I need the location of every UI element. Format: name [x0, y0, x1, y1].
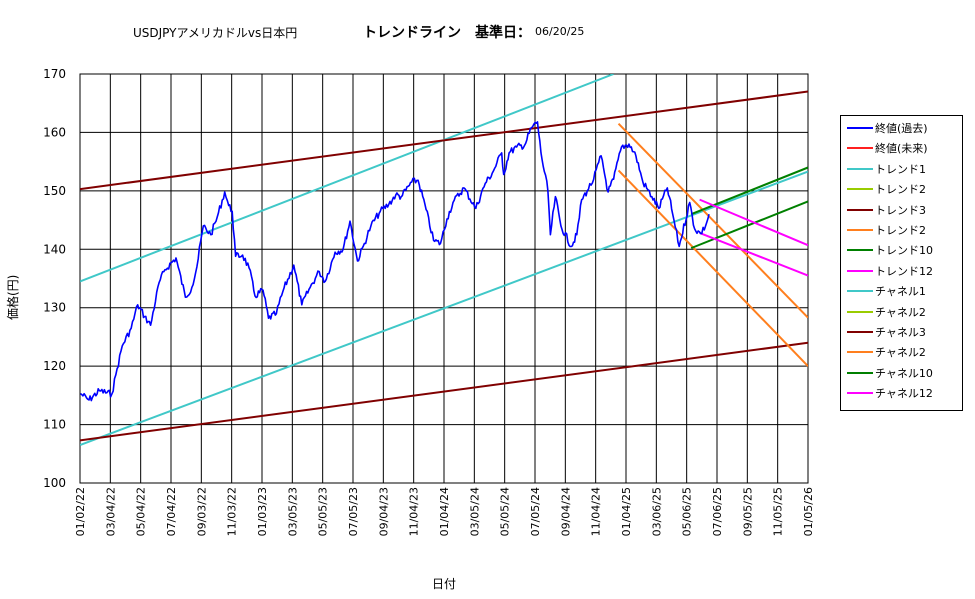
legend-label: チャネル2 [875, 305, 926, 319]
y-tick-label: 170 [43, 67, 66, 81]
trend-line [699, 231, 808, 277]
trend-line [690, 166, 808, 216]
legend-swatch [847, 331, 873, 333]
x-tick-label: 05/05/24 [499, 487, 512, 536]
legend-label: チャネル2 [875, 346, 926, 360]
legend-swatch [847, 188, 873, 191]
legend-swatch [847, 127, 873, 129]
price-line [80, 121, 710, 402]
x-tick-label: 01/05/26 [802, 487, 815, 536]
legend-swatch [847, 290, 873, 293]
legend-label: トレンド2 [875, 183, 926, 197]
legend-swatch [847, 167, 873, 170]
x-tick-label: 09/03/22 [195, 487, 208, 536]
y-tick-label: 130 [43, 301, 66, 315]
y-tick-label: 100 [43, 476, 66, 490]
legend-label: トレンド1 [875, 162, 926, 176]
legend-item: チャネル12 [847, 385, 963, 402]
chart-title-date: 06/20/25 [535, 25, 585, 38]
x-tick-label: 07/05/24 [529, 487, 542, 536]
x-tick-label: 05/04/22 [135, 487, 148, 536]
legend-swatch [847, 229, 873, 231]
x-tick-label: 07/06/25 [711, 487, 724, 536]
legend-swatch [847, 249, 873, 252]
chart-title-main: トレンドライン 基準日： [363, 25, 531, 41]
x-tick-label: 05/06/25 [681, 487, 694, 536]
x-axis-label: 日付 [432, 577, 457, 591]
legend-item: チャネル1 [847, 283, 963, 300]
legend-label: 終値(未来) [875, 142, 928, 156]
legend-swatch [847, 147, 873, 150]
x-tick-label: 09/05/25 [741, 487, 754, 536]
legend-label: チャネル3 [875, 326, 926, 339]
x-tick-label: 01/03/23 [256, 487, 269, 536]
trend-line [80, 74, 614, 283]
trend-line [617, 169, 808, 367]
legend-item: チャネル10 [847, 365, 963, 382]
legend-label: 終値(過去) [875, 122, 928, 135]
y-tick-label: 110 [43, 418, 66, 432]
x-tick-label: 07/04/22 [165, 487, 178, 536]
y-tick-label: 140 [43, 242, 66, 256]
plot-border [79, 73, 809, 484]
trend-line [690, 200, 808, 250]
chart-title-pair: USDJPYアメリカドルvs日本円 [133, 26, 298, 40]
trend-line [80, 341, 808, 442]
legend-swatch [847, 392, 873, 395]
y-tick-label: 160 [43, 125, 66, 139]
legend-label: チャネル12 [875, 387, 933, 401]
legend-item: チャネル2 [847, 344, 963, 361]
x-tick-label: 11/04/23 [408, 487, 421, 536]
legend-item: 終値(未来) [847, 140, 963, 157]
x-tick-label: 11/04/24 [590, 487, 603, 536]
legend-item: トレンド2 [847, 222, 963, 239]
legend-label: チャネル1 [875, 285, 926, 299]
legend-swatch [847, 351, 873, 354]
legend-swatch [847, 208, 873, 211]
legend-item: トレンド3 [847, 202, 963, 219]
x-tick-label: 05/05/23 [317, 487, 330, 536]
legend-item: チャネル2 [847, 304, 963, 321]
x-tick-label: 03/04/22 [104, 487, 117, 536]
x-tick-label: 01/02/22 [74, 487, 87, 536]
trend-line [617, 122, 808, 319]
x-tick-label: 03/05/23 [286, 487, 299, 536]
legend: 終値(過去) 終値(未来) トレンド1 トレンド2 トレンド3 トレンド2 トレンド10 トレ… [840, 115, 963, 411]
legend-swatch [847, 269, 873, 272]
x-tick-label: 01/04/25 [620, 487, 633, 536]
legend-item: トレンド10 [847, 242, 963, 259]
legend-swatch [847, 371, 873, 374]
legend-swatch [847, 310, 873, 313]
legend-item: 終値(過去) [847, 120, 963, 137]
legend-label: チャネル10 [875, 366, 933, 380]
x-tick-label: 11/05/25 [772, 487, 785, 536]
legend-item: チャネル3 [847, 324, 963, 341]
legend-label: トレンド10 [875, 244, 933, 258]
legend-item: トレンド1 [847, 161, 963, 178]
legend-label: トレンド12 [875, 264, 933, 278]
legend-item: トレンド12 [847, 263, 963, 280]
trend-line [80, 90, 808, 191]
x-tick-label: 03/06/25 [650, 487, 663, 536]
x-tick-label: 09/04/24 [559, 487, 572, 536]
y-tick-label: 150 [43, 184, 66, 198]
legend-label: トレンド3 [875, 203, 926, 217]
x-tick-label: 09/04/23 [377, 487, 390, 536]
y-tick-label: 120 [43, 359, 66, 373]
trend-line [699, 198, 808, 247]
x-tick-label: 03/05/24 [468, 487, 481, 536]
x-tick-label: 01/04/24 [438, 487, 451, 536]
y-axis-label: 価格(円) [6, 274, 20, 320]
legend-label: トレンド2 [875, 224, 926, 237]
x-tick-label: 11/03/22 [226, 487, 239, 536]
legend-item: トレンド2 [847, 181, 963, 198]
x-tick-label: 07/05/23 [347, 487, 360, 536]
